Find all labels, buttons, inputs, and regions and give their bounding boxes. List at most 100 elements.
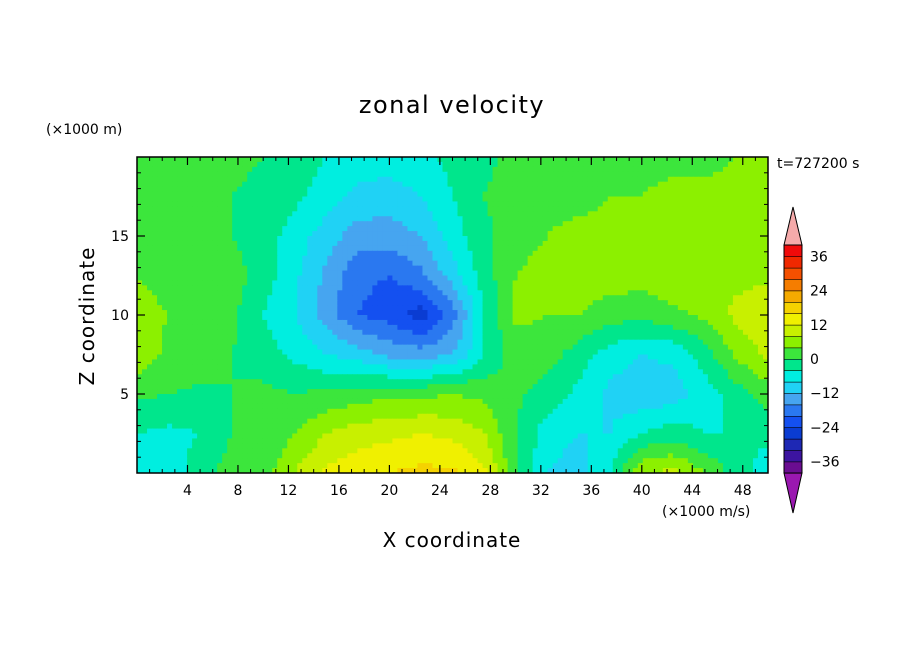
field-cell xyxy=(352,181,358,188)
field-cell xyxy=(162,315,168,321)
field-cell xyxy=(427,275,434,282)
field-cell xyxy=(317,236,323,242)
field-cell xyxy=(267,315,273,321)
field-cell xyxy=(302,255,308,262)
field-cell xyxy=(522,181,529,188)
field-cell xyxy=(182,186,188,193)
field-cell xyxy=(322,166,328,173)
field-cell xyxy=(497,334,504,341)
field-cell xyxy=(247,250,253,257)
field-cell xyxy=(352,315,358,321)
field-cell xyxy=(477,334,484,341)
field-cell xyxy=(357,166,363,173)
field-cell xyxy=(232,339,238,346)
field-cell xyxy=(257,324,263,331)
field-cell xyxy=(412,315,419,321)
field-cell xyxy=(407,295,414,301)
field-cell xyxy=(517,339,524,346)
field-cell xyxy=(647,166,654,173)
field-cell xyxy=(272,166,278,173)
field-cell xyxy=(462,240,469,247)
field-cell xyxy=(327,329,333,336)
field-cell xyxy=(152,196,158,203)
field-cell xyxy=(357,157,363,163)
field-cell xyxy=(232,295,238,301)
field-cell xyxy=(712,206,719,212)
field-cell xyxy=(377,226,383,232)
field-cell xyxy=(672,216,679,222)
field-cell xyxy=(692,216,699,222)
field-cell xyxy=(722,240,729,247)
field-cell xyxy=(622,196,629,203)
field-cell xyxy=(717,226,724,232)
field-cell xyxy=(642,236,649,242)
field-cell xyxy=(297,315,303,321)
field-cell xyxy=(592,329,599,336)
field-cell xyxy=(152,275,158,282)
field-cell xyxy=(367,171,373,178)
field-cell xyxy=(397,275,404,282)
field-cell xyxy=(397,324,404,331)
field-cell xyxy=(627,181,634,188)
field-cell xyxy=(632,196,639,203)
field-cell xyxy=(712,176,719,183)
field-cell xyxy=(172,310,178,316)
field-cell xyxy=(392,305,399,311)
field-cell xyxy=(292,161,298,168)
field-cell xyxy=(327,275,333,282)
field-cell xyxy=(562,295,569,301)
field-cell xyxy=(607,344,614,351)
field-cell xyxy=(427,201,434,207)
field-cell xyxy=(292,255,298,262)
field-cell xyxy=(707,211,714,217)
field-cell xyxy=(362,300,368,306)
field-cell xyxy=(157,310,163,316)
field-cell xyxy=(667,211,674,217)
field-cell xyxy=(277,245,283,252)
field-cell xyxy=(172,245,178,252)
field-cell xyxy=(312,206,318,212)
field-cell xyxy=(577,161,584,168)
field-cell xyxy=(737,201,744,207)
field-cell xyxy=(632,290,639,296)
field-cell xyxy=(332,270,338,277)
field-cell xyxy=(337,206,343,212)
field-cell xyxy=(342,211,348,217)
field-cell xyxy=(267,161,273,168)
field-cell xyxy=(172,334,178,341)
field-cell xyxy=(152,305,158,311)
field-cell xyxy=(272,181,278,188)
field-cell xyxy=(577,344,584,351)
field-cell xyxy=(472,275,479,282)
field-cell xyxy=(402,305,409,311)
field-cell xyxy=(392,349,399,356)
field-cell xyxy=(482,270,489,277)
field-cell xyxy=(417,334,424,341)
field-cell xyxy=(757,329,764,336)
field-cell xyxy=(757,250,764,257)
field-cell xyxy=(302,280,308,286)
field-cell xyxy=(182,315,188,321)
field-cell xyxy=(277,191,283,198)
field-cell xyxy=(647,344,654,351)
field-cell xyxy=(292,157,298,163)
field-cell xyxy=(732,226,739,232)
field-cell xyxy=(512,250,519,257)
field-cell xyxy=(152,171,158,178)
field-cell xyxy=(572,315,579,321)
field-cell xyxy=(292,290,298,296)
field-cell xyxy=(247,324,253,331)
field-cell xyxy=(477,201,484,207)
field-cell xyxy=(307,166,313,173)
field-cell xyxy=(202,300,208,306)
field-cell xyxy=(357,334,363,341)
field-cell xyxy=(482,265,489,272)
field-cell xyxy=(167,221,173,227)
field-cell xyxy=(212,171,218,178)
field-cell xyxy=(702,300,709,306)
field-cell xyxy=(417,319,424,326)
field-cell xyxy=(297,226,303,232)
field-cell xyxy=(537,324,544,331)
field-cell xyxy=(632,181,639,188)
field-cell xyxy=(552,206,559,212)
